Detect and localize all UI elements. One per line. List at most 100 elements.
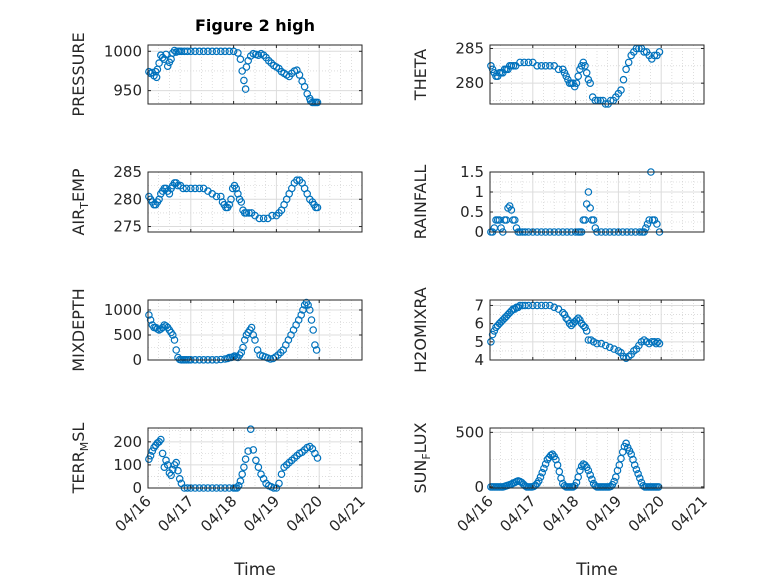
data-point xyxy=(586,204,595,212)
panel-terr-msl: 0 100 200 TERRMSL 04/16 04/17 04/18 04/19 04/20 0… xyxy=(69,423,369,580)
data-point xyxy=(249,331,258,339)
data-point xyxy=(655,339,664,348)
data-point xyxy=(179,184,187,193)
data-point xyxy=(238,67,247,75)
data-point xyxy=(534,477,543,485)
data-point xyxy=(313,203,322,212)
data-point xyxy=(312,346,321,354)
data-point xyxy=(524,58,533,67)
panel-theta: 280 285 THETA xyxy=(411,39,705,108)
y-tick-label: 4 xyxy=(474,351,484,369)
data-point xyxy=(187,184,195,193)
data-point xyxy=(212,192,221,201)
data-point xyxy=(157,435,165,444)
data-point xyxy=(581,461,589,469)
data-point xyxy=(183,47,192,56)
data-point xyxy=(624,58,633,67)
data-point xyxy=(555,467,564,476)
data-point xyxy=(172,458,181,467)
data-point xyxy=(574,473,583,481)
y-tick-label: 200 xyxy=(113,433,142,451)
data-point xyxy=(225,47,234,56)
data-point xyxy=(268,211,276,220)
data-point xyxy=(541,62,550,70)
data-point xyxy=(541,301,550,310)
x-tick-label: 04/17 xyxy=(154,492,197,535)
data-point xyxy=(307,316,316,324)
data-point xyxy=(497,224,505,232)
data-point xyxy=(524,301,533,310)
data-point xyxy=(601,341,610,350)
data-point xyxy=(510,216,519,224)
y-tick-label: 275 xyxy=(113,218,142,236)
data-point xyxy=(610,345,618,353)
x-tick-label: 04/18 xyxy=(539,492,582,535)
data-point xyxy=(145,455,153,464)
data-point xyxy=(241,85,250,93)
y-tick-label: 280 xyxy=(113,190,142,208)
data-point xyxy=(653,337,662,346)
data-point xyxy=(304,301,312,309)
data-point xyxy=(605,343,614,352)
data-point xyxy=(653,220,661,228)
data-point xyxy=(244,447,253,455)
data-point xyxy=(490,224,499,232)
data-point xyxy=(507,62,516,70)
data-point xyxy=(562,72,571,81)
data-point xyxy=(195,47,204,56)
data-point xyxy=(537,301,546,310)
y-tick-label: 950 xyxy=(113,82,142,100)
x-tick-label: 04/18 xyxy=(197,492,240,535)
data-points xyxy=(487,439,663,491)
data-point xyxy=(234,481,243,490)
data-point xyxy=(240,76,248,85)
data-point xyxy=(297,311,306,319)
y-tick-label: 1000 xyxy=(104,42,142,60)
data-point xyxy=(640,48,648,56)
data-point xyxy=(576,65,584,74)
x-tick-label: 04/21 xyxy=(668,492,711,535)
data-point xyxy=(199,47,208,56)
x-tick-label: 04/16 xyxy=(112,492,155,535)
data-point xyxy=(546,62,554,70)
data-point xyxy=(516,301,524,310)
axes-box xyxy=(147,171,363,233)
data-point xyxy=(630,461,639,469)
data-point xyxy=(490,327,499,335)
data-point xyxy=(276,348,285,357)
data-point xyxy=(652,339,660,348)
y-tick-label: 1 xyxy=(474,183,484,201)
axes-box xyxy=(489,299,705,361)
data-point xyxy=(309,326,318,334)
y-tick-label: 280 xyxy=(455,74,484,92)
panel-air-temp: 275 280 285 AIRTEMP xyxy=(69,163,363,236)
y-axis-label: TERRMSL xyxy=(69,423,91,495)
data-point xyxy=(588,475,596,484)
data-point xyxy=(538,468,547,477)
data-point xyxy=(582,327,591,335)
data-point xyxy=(586,471,595,479)
data-point xyxy=(275,479,283,488)
data-point xyxy=(259,214,268,223)
data-point xyxy=(533,301,541,310)
y-axis-label: SUNFLUX xyxy=(411,422,433,493)
data-point xyxy=(191,184,199,193)
axes-box xyxy=(147,299,363,361)
data-point xyxy=(579,321,588,330)
data-point xyxy=(163,62,172,70)
axes-box xyxy=(147,44,363,105)
y-tick-label: 285 xyxy=(455,39,484,57)
data-point xyxy=(259,51,268,60)
data-point xyxy=(645,216,654,224)
data-point xyxy=(155,59,163,67)
data-point xyxy=(634,469,642,478)
data-point xyxy=(487,62,495,70)
data-point xyxy=(610,477,618,486)
data-point xyxy=(158,449,167,458)
data-point xyxy=(237,198,246,206)
y-tick-label: 6 xyxy=(474,315,484,333)
data-point xyxy=(148,447,157,455)
data-point xyxy=(254,463,263,472)
